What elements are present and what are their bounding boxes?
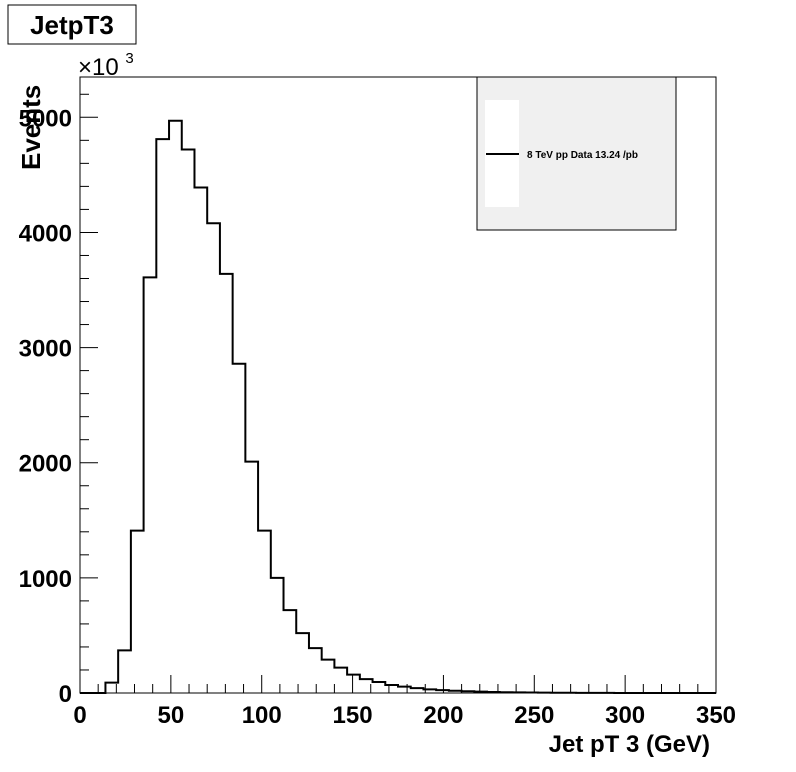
y-tick-label: 1000 [19,566,72,593]
x-tick-label: 100 [242,702,282,729]
y-tick-label: 5000 [19,105,72,132]
axis-ticks [79,93,717,694]
histogram-line [80,119,716,694]
x-tick-label: 300 [605,702,645,729]
y-multiplier-exponent: 3 [125,50,133,67]
legend: 8 TeV pp Data 13.24 /pb [476,76,677,231]
y-tick-label: 3000 [19,336,72,363]
x-tick-label: 150 [333,702,373,729]
x-tick-label: 200 [423,702,463,729]
x-axis-label: Jet pT 3 (GeV) [549,731,710,758]
title-box [7,4,137,45]
y-multiplier-base: ×10 [78,54,119,81]
y-tick-label: 4000 [19,220,72,247]
x-tick-label: 0 [73,702,86,729]
y-axis-label: Events [16,85,46,170]
axis-tick-labels: 0 50 100 150 200 250 300 350 0 1000 2000 3000 4000 50… [19,105,736,729]
y-tick-label: 0 [59,681,72,708]
y-tick-label: 2000 [19,451,72,478]
x-tick-label: 350 [696,702,736,729]
y-multiplier: ×10 3 [78,50,134,81]
plot-frame [79,76,717,694]
x-tick-label: 50 [158,702,185,729]
chart-title: JetpT3 [30,10,114,40]
x-tick-label: 250 [514,702,554,729]
histogram-series [80,119,716,694]
legend-entry-label: 8 TeV pp Data 13.24 /pb [527,150,638,161]
